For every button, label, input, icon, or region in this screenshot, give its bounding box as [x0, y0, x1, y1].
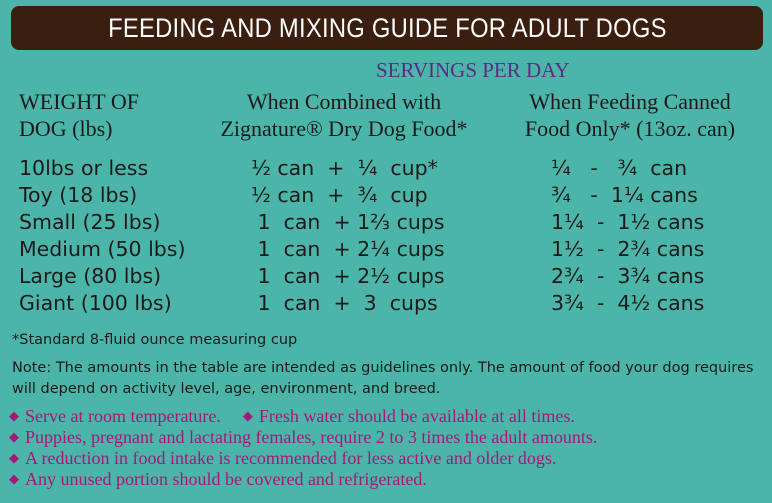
- weight-column-header: WEIGHT OF DOG (lbs): [19, 88, 139, 142]
- tip-room-temperature: Serve at room temperature.: [25, 406, 221, 426]
- table-row: Toy (18 lbs) ½ can + ¾ cup ¾ - 1¼ cans: [0, 182, 772, 209]
- weight-cell: Small (25 lbs): [19, 210, 161, 234]
- canned-cell: 1½ - 2¾ cans: [551, 237, 705, 261]
- tip-puppies: Puppies, pregnant and lactating females,…: [25, 427, 598, 447]
- list-item: ◆ Serve at room temperature. ◆ Fresh water …: [9, 405, 769, 426]
- combined-column-header: When Combined with Zignature® Dry Dog Fo…: [202, 88, 486, 142]
- combined-cell: ½ can + ¾ cup: [251, 183, 428, 207]
- table-row: Large (80 lbs) 1 can + 2½ cups 2¾ - 3¾ c…: [0, 263, 772, 290]
- canned-header-line-1: When Feeding Canned: [529, 89, 731, 114]
- table-row: 10lbs or less ½ can + ¼ cup* ¼ - ¾ can: [0, 155, 772, 182]
- combined-header-line-1: When Combined with: [246, 89, 442, 114]
- weight-cell: 10lbs or less: [19, 156, 149, 180]
- combined-cell: 1 can + 2¼ cups: [251, 237, 445, 261]
- table-row: Small (25 lbs) 1 can + 1⅔ cups 1¼ - 1½ c…: [0, 209, 772, 236]
- diamond-bullet-icon: ◆: [9, 471, 19, 486]
- table-row: Medium (50 lbs) 1 can + 2¼ cups 1½ - 2¾ …: [0, 236, 772, 263]
- combined-cell: 1 can + 2½ cups: [251, 264, 445, 288]
- weight-header-line-1: WEIGHT OF: [19, 89, 139, 114]
- guideline-note: Note: The amounts in the table are inten…: [12, 360, 754, 397]
- weight-cell: Giant (100 lbs): [19, 291, 172, 315]
- title-banner: FEEDING AND MIXING GUIDE FOR ADULT DOGS: [11, 6, 763, 50]
- combined-cell: ½ can + ¼ cup*: [251, 156, 438, 180]
- canned-cell: ¾ - 1¼ cans: [551, 183, 698, 207]
- tip-unused-portion: Any unused portion should be covered and…: [25, 469, 427, 489]
- canned-cell: ¼ - ¾ can: [551, 156, 688, 180]
- diamond-bullet-icon: ◆: [9, 408, 19, 423]
- weight-cell: Medium (50 lbs): [19, 237, 186, 261]
- diamond-bullet-icon: ◆: [9, 429, 19, 444]
- feeding-tips-list: ◆ Serve at room temperature. ◆ Fresh water …: [9, 405, 769, 489]
- tip-fresh-water: Fresh water should be available at all t…: [258, 406, 575, 426]
- list-item: ◆ Puppies, pregnant and lactating females…: [9, 426, 769, 447]
- canned-cell: 1¼ - 1½ cans: [551, 210, 705, 234]
- canned-cell: 3¾ - 4½ cans: [551, 291, 705, 315]
- canned-header-line-2: Food Only* (13oz. can): [524, 116, 736, 141]
- weight-cell: Toy (18 lbs): [19, 183, 138, 207]
- page-title: FEEDING AND MIXING GUIDE FOR ADULT DOGS: [107, 12, 667, 43]
- measuring-cup-footnote: *Standard 8-fluid ounce measuring cup: [12, 332, 298, 348]
- tip-reduction: A reduction in food intake is recommende…: [25, 448, 557, 468]
- list-item: ◆ A reduction in food intake is recommend…: [9, 447, 769, 468]
- canned-cell: 2¾ - 3¾ cans: [551, 264, 705, 288]
- list-item: ◆ Any unused portion should be covered an…: [9, 468, 769, 489]
- combined-cell: 1 can + 3 cups: [251, 291, 438, 315]
- canned-column-header: When Feeding Canned Food Only* (13oz. ca…: [502, 88, 758, 142]
- diamond-bullet-icon: ◆: [9, 450, 19, 465]
- table-row: Giant (100 lbs) 1 can + 3 cups 3¾ - 4½ c…: [0, 290, 772, 317]
- combined-header-line-2: Zignature® Dry Dog Food*: [220, 116, 468, 141]
- weight-cell: Large (80 lbs): [19, 264, 162, 288]
- combined-cell: 1 can + 1⅔ cups: [251, 210, 445, 234]
- weight-header-line-2: DOG (lbs): [19, 116, 113, 141]
- servings-per-day-label: SERVINGS PER DAY: [376, 58, 570, 82]
- diamond-bullet-icon: ◆: [242, 408, 253, 423]
